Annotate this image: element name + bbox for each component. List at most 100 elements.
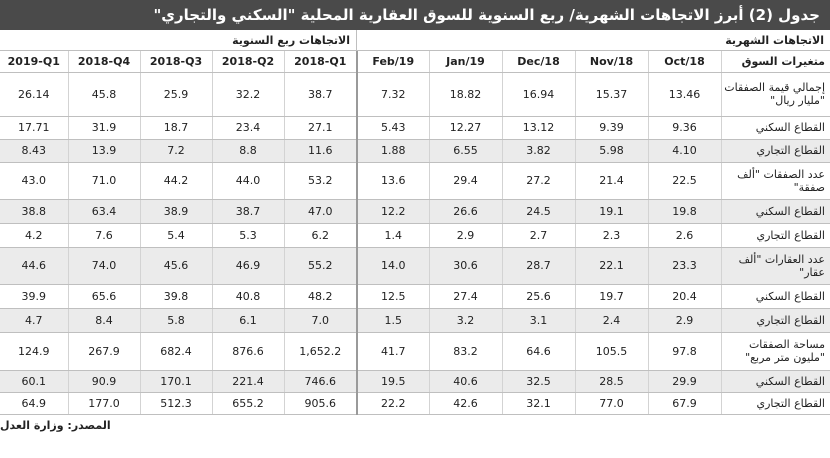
table-cell: 65.6: [68, 284, 141, 309]
table-cell: 64.9: [0, 392, 69, 415]
table-title-text: جدول (2) أبرز الاتجاهات الشهرية/ ربع الس…: [153, 6, 820, 24]
table-row: 4.7 8.4 5.8 6.1 7.0 1.5 3.2 3.1 2.4 2.9 القطاع الت…: [0, 308, 830, 333]
table-cell: 44.0: [212, 162, 285, 200]
table-cell: 16.94: [502, 72, 576, 117]
data-table: 2019-Q1 2018-Q4 2018-Q3 2018-Q2 2018-Q1 Feb/1…: [0, 51, 830, 415]
table-cell: 24.5: [502, 199, 576, 224]
table-cell: 5.3: [212, 223, 285, 248]
column-header: Feb/19: [357, 51, 430, 73]
table-cell: 18.7: [140, 116, 213, 140]
table-cell: 9.39: [575, 116, 649, 140]
table-cell: 876.6: [212, 332, 285, 371]
table-cell: 655.2: [212, 392, 285, 415]
row-label: القطاع السكني: [721, 370, 830, 393]
table-cell: 1.88: [357, 139, 430, 163]
table-cell: 267.9: [68, 332, 141, 371]
table-cell: 6.1: [212, 308, 285, 333]
table-cell: 13.46: [648, 72, 722, 117]
table-cell: 32.2: [212, 72, 285, 117]
table-cell: 41.7: [357, 332, 430, 371]
table-row: 8.43 13.9 7.2 8.8 11.6 1.88 6.55 3.82 5.98 4.10 ال…: [0, 139, 830, 163]
header-row: 2019-Q1 2018-Q4 2018-Q3 2018-Q2 2018-Q1 Feb/1…: [0, 51, 830, 73]
table-cell: 43.0: [0, 162, 69, 200]
table-cell: 29.9: [648, 370, 722, 393]
table-cell: 7.0: [284, 308, 358, 333]
table-cell: 27.2: [502, 162, 576, 200]
table-cell: 97.8: [648, 332, 722, 371]
table-cell: 22.2: [357, 392, 430, 415]
table-cell: 1.5: [357, 308, 430, 333]
table-cell: 3.82: [502, 139, 576, 163]
table-cell: 64.6: [502, 332, 576, 371]
column-header: 2018-Q3: [140, 51, 213, 73]
table-cell: 14.0: [357, 247, 430, 285]
table-cell: 44.2: [140, 162, 213, 200]
table-row: 39.9 65.6 39.8 40.8 48.2 12.5 27.4 25.6 19.7 20.4…: [0, 284, 830, 309]
table-cell: 38.7: [212, 199, 285, 224]
table-cell: 32.5: [502, 370, 576, 393]
table-cell: 7.6: [68, 223, 141, 248]
table-cell: 71.0: [68, 162, 141, 200]
table-cell: 2.4: [575, 308, 649, 333]
row-label-header: متغيرات السوق: [721, 51, 830, 73]
table-cell: 8.8: [212, 139, 285, 163]
table-cell: 46.9: [212, 247, 285, 285]
table-cell: 3.1: [502, 308, 576, 333]
table-cell: 23.3: [648, 247, 722, 285]
row-label: القطاع السكني: [721, 116, 830, 140]
row-label: القطاع التجاري: [721, 139, 830, 163]
column-header: 2018-Q2: [212, 51, 285, 73]
table-cell: 21.4: [575, 162, 649, 200]
table-cell: 29.4: [429, 162, 503, 200]
table-row: 44.6 74.0 45.6 46.9 55.2 14.0 30.6 28.7 22.1 23.3…: [0, 247, 830, 285]
table-cell: 2.7: [502, 223, 576, 248]
table-cell: 12.5: [357, 284, 430, 309]
table-cell: 19.5: [357, 370, 430, 393]
column-header: 2019-Q1: [0, 51, 69, 73]
table-cell: 19.7: [575, 284, 649, 309]
table-title: جدول (2) أبرز الاتجاهات الشهرية/ ربع الس…: [0, 0, 830, 30]
table-cell: 53.2: [284, 162, 358, 200]
table-cell: 28.5: [575, 370, 649, 393]
column-group-row: الاتجاهات ربع السنوية الاتجاهات الشهرية: [0, 30, 830, 51]
source-text: المصدر: وزارة العدل: [0, 418, 111, 432]
table-cell: 19.1: [575, 199, 649, 224]
table-cell: 4.10: [648, 139, 722, 163]
table-cell: 44.6: [0, 247, 69, 285]
table-cell: 26.14: [0, 72, 69, 117]
table-cell: 77.0: [575, 392, 649, 415]
table-cell: 22.1: [575, 247, 649, 285]
table-cell: 83.2: [429, 332, 503, 371]
table-cell: 1.4: [357, 223, 430, 248]
table-cell: 221.4: [212, 370, 285, 393]
table-cell: 9.36: [648, 116, 722, 140]
monthly-group-header: الاتجاهات الشهرية: [357, 30, 830, 50]
table-cell: 7.32: [357, 72, 430, 117]
table-cell: 5.4: [140, 223, 213, 248]
table-cell: 13.6: [357, 162, 430, 200]
column-header: Oct/18: [648, 51, 722, 73]
table-cell: 28.7: [502, 247, 576, 285]
table-cell: 30.6: [429, 247, 503, 285]
row-label: القطاع التجاري: [721, 392, 830, 415]
table-cell: 19.8: [648, 199, 722, 224]
table-cell: 17.71: [0, 116, 69, 140]
table-cell: 1,652.2: [284, 332, 358, 371]
column-header: 2018-Q4: [68, 51, 141, 73]
source-note: المصدر: وزارة العدل: [0, 414, 830, 436]
table-cell: 3.2: [429, 308, 503, 333]
table-cell: 38.8: [0, 199, 69, 224]
row-label: عدد الصفقات "ألف صفقة": [721, 162, 830, 200]
table-cell: 38.7: [284, 72, 358, 117]
table-cell: 105.5: [575, 332, 649, 371]
table-cell: 177.0: [68, 392, 141, 415]
table-cell: 5.98: [575, 139, 649, 163]
table-cell: 25.6: [502, 284, 576, 309]
table-cell: 40.6: [429, 370, 503, 393]
table-cell: 905.6: [284, 392, 358, 415]
column-header: Jan/19: [429, 51, 503, 73]
row-label: إجمالي قيمة الصفقات "مليار ريال": [721, 72, 830, 117]
table-cell: 23.4: [212, 116, 285, 140]
table-cell: 25.9: [140, 72, 213, 117]
table-cell: 4.7: [0, 308, 69, 333]
